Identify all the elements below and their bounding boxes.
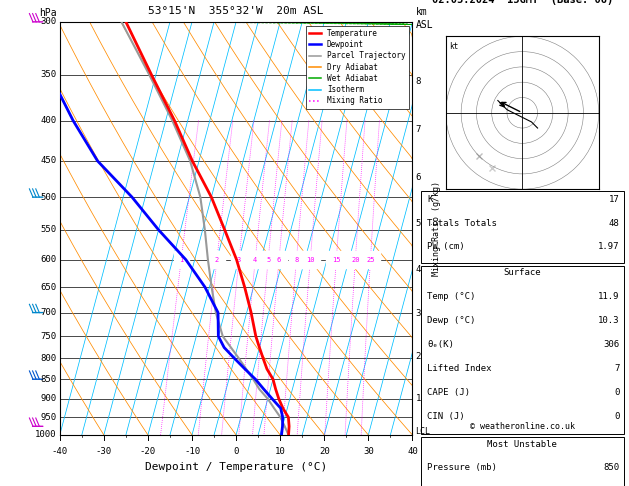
Text: ASL: ASL — [416, 20, 433, 31]
Text: 700: 700 — [40, 308, 57, 317]
Text: 20: 20 — [319, 447, 330, 456]
Text: 8: 8 — [294, 257, 299, 263]
Text: θₑ(K): θₑ(K) — [427, 340, 454, 349]
Text: 2: 2 — [416, 352, 421, 361]
Text: 25: 25 — [366, 257, 375, 263]
Text: K: K — [427, 194, 432, 204]
Text: 53°15'N  355°32'W  20m ASL: 53°15'N 355°32'W 20m ASL — [148, 6, 324, 16]
Text: Pressure (mb): Pressure (mb) — [427, 464, 497, 472]
Text: 7: 7 — [416, 125, 421, 135]
Text: 0: 0 — [615, 388, 620, 397]
Text: 400: 400 — [40, 116, 57, 125]
Text: 6: 6 — [277, 257, 281, 263]
Text: 48: 48 — [609, 219, 620, 227]
Bar — [421, 266, 624, 434]
Text: Lifted Index: Lifted Index — [427, 364, 491, 373]
Text: 850: 850 — [603, 464, 620, 472]
Text: 3: 3 — [237, 257, 241, 263]
Text: 1: 1 — [179, 257, 183, 263]
Text: 02.05.2024  15GMT  (Base: 06): 02.05.2024 15GMT (Base: 06) — [431, 0, 613, 5]
Text: 40: 40 — [407, 447, 418, 456]
Text: 11.9: 11.9 — [598, 293, 620, 301]
Bar — [421, 191, 624, 263]
Text: 20: 20 — [351, 257, 360, 263]
Text: 5: 5 — [416, 219, 421, 228]
Text: 10: 10 — [306, 257, 314, 263]
Text: kt: kt — [449, 42, 458, 52]
Text: 950: 950 — [40, 413, 57, 422]
Text: hPa: hPa — [39, 8, 57, 18]
Text: 4: 4 — [416, 265, 421, 274]
Text: 650: 650 — [40, 283, 57, 292]
Text: 900: 900 — [40, 394, 57, 403]
Text: 0: 0 — [233, 447, 239, 456]
Text: Mixing Ratio (g/kg): Mixing Ratio (g/kg) — [432, 181, 441, 276]
Text: 300: 300 — [40, 17, 57, 26]
Text: 0: 0 — [615, 412, 620, 421]
Text: 6: 6 — [416, 173, 421, 182]
Text: 30: 30 — [363, 447, 374, 456]
Text: 750: 750 — [40, 332, 57, 341]
Text: Surface: Surface — [503, 268, 541, 278]
Text: -40: -40 — [52, 447, 68, 456]
Text: 5: 5 — [266, 257, 270, 263]
Text: 1000: 1000 — [35, 431, 57, 439]
Text: CAPE (J): CAPE (J) — [427, 388, 470, 397]
Text: 4: 4 — [253, 257, 257, 263]
Text: Totals Totals: Totals Totals — [427, 219, 497, 227]
Text: 800: 800 — [40, 354, 57, 363]
Text: -10: -10 — [184, 447, 200, 456]
Text: 450: 450 — [40, 156, 57, 166]
Legend: Temperature, Dewpoint, Parcel Trajectory, Dry Adiabat, Wet Adiabat, Isotherm, Mi: Temperature, Dewpoint, Parcel Trajectory… — [306, 26, 409, 108]
Text: CIN (J): CIN (J) — [427, 412, 465, 421]
Text: 1: 1 — [416, 394, 421, 403]
Text: 7: 7 — [615, 364, 620, 373]
Text: 306: 306 — [603, 340, 620, 349]
Text: Dewp (°C): Dewp (°C) — [427, 316, 476, 326]
Text: © weatheronline.co.uk: © weatheronline.co.uk — [470, 422, 575, 431]
Text: Temp (°C): Temp (°C) — [427, 293, 476, 301]
Text: -30: -30 — [96, 447, 112, 456]
Text: 10: 10 — [275, 447, 286, 456]
Text: 17: 17 — [609, 194, 620, 204]
Text: 350: 350 — [40, 70, 57, 79]
Text: 600: 600 — [40, 255, 57, 264]
Text: 10.3: 10.3 — [598, 316, 620, 326]
Text: 8: 8 — [416, 77, 421, 86]
Text: PW (cm): PW (cm) — [427, 243, 465, 251]
Text: Dewpoint / Temperature (°C): Dewpoint / Temperature (°C) — [145, 462, 327, 472]
Text: 850: 850 — [40, 375, 57, 384]
Text: 15: 15 — [332, 257, 340, 263]
Text: 550: 550 — [40, 226, 57, 234]
Text: LCL: LCL — [416, 427, 431, 436]
Text: Most Unstable: Most Unstable — [487, 439, 557, 449]
Bar — [421, 437, 624, 486]
Text: -20: -20 — [140, 447, 156, 456]
Text: 500: 500 — [40, 192, 57, 202]
Text: 3: 3 — [416, 309, 421, 317]
Text: km: km — [416, 7, 427, 17]
Text: 2: 2 — [214, 257, 219, 263]
Text: 1.97: 1.97 — [598, 243, 620, 251]
